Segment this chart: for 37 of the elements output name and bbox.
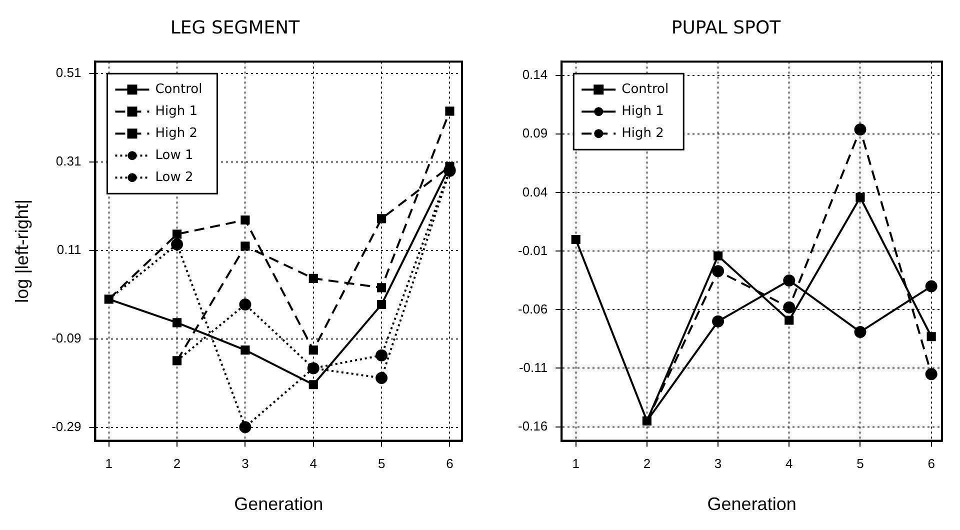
legend-label: Low 2 (155, 170, 194, 185)
y-tick-label: -0.06 (518, 301, 548, 316)
legend-label: Control (155, 82, 202, 97)
x-tick-label: 1 (572, 456, 580, 472)
y-tick-label: -0.16 (518, 418, 548, 434)
y-tick-label: -0.11 (518, 360, 548, 375)
x-tick-label: 6 (446, 456, 454, 472)
x-axis-title: Generation (707, 494, 796, 514)
chart-title: PUPAL SPOT (671, 17, 782, 38)
legend-label: Low 1 (155, 148, 194, 163)
x-tick-label: 4 (310, 456, 317, 472)
y-tick-label: 0.09 (522, 126, 548, 141)
y-tick-label: -0.29 (52, 419, 82, 434)
y-tick-label: -0.01 (518, 242, 548, 258)
x-tick-label: 2 (643, 456, 651, 472)
x-tick-label: 3 (242, 456, 249, 472)
y-tick-label: 0.04 (522, 184, 548, 200)
x-tick-label: 3 (714, 456, 722, 472)
y-tick-label: 0.51 (56, 65, 82, 80)
x-tick-label: 5 (856, 456, 864, 472)
y-tick-label: 0.31 (56, 154, 82, 169)
legend-label: High 2 (155, 126, 198, 141)
x-tick-label: 6 (928, 456, 935, 472)
x-tick-label: 1 (105, 456, 112, 472)
y-tick-label: 0.14 (522, 67, 548, 82)
x-tick-label: 5 (378, 456, 386, 472)
y-tick-label: -0.09 (52, 330, 82, 346)
legend-label: Control (622, 82, 669, 97)
chart-title: LEG SEGMENT (170, 17, 301, 38)
legend-label: High 1 (155, 104, 198, 119)
legend-label: High 1 (622, 104, 664, 119)
x-tick-label: 4 (786, 456, 793, 472)
legend-label: High 2 (622, 126, 664, 141)
y-axis-title: log |left-right| (12, 199, 32, 303)
x-tick-label: 2 (173, 456, 181, 472)
x-axis-title: Generation (234, 494, 324, 514)
y-tick-label: 0.11 (56, 242, 82, 258)
